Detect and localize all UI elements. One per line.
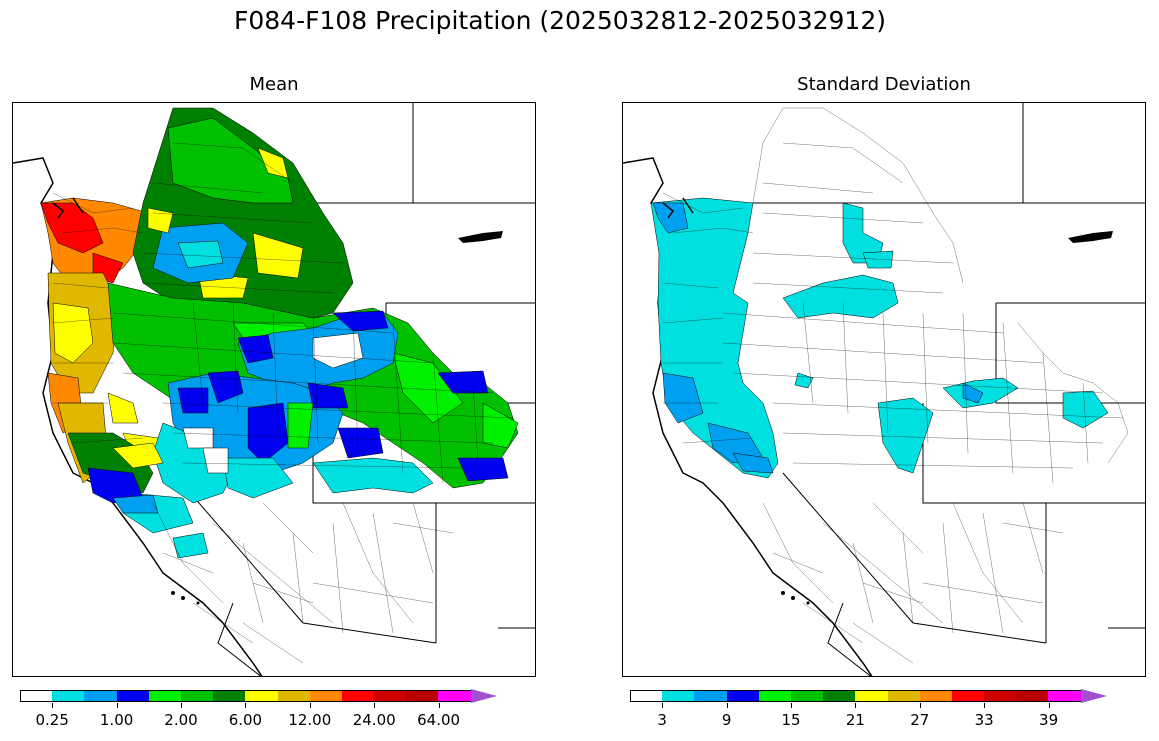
colorbar-tick-label: 21 bbox=[845, 711, 865, 729]
colorbar-swatch bbox=[213, 690, 246, 702]
colorbar-tick bbox=[374, 703, 376, 708]
stddev-colorbar bbox=[630, 689, 1107, 703]
colorbar-tick bbox=[245, 703, 247, 708]
colorbar-tick-label: 27 bbox=[910, 711, 930, 729]
colorbar-swatch bbox=[116, 690, 149, 702]
colorbar-swatch bbox=[951, 690, 985, 702]
colorbar-swatch bbox=[694, 690, 727, 702]
mean-map-svg bbox=[13, 103, 535, 676]
colorbar-tick-label: 0.25 bbox=[35, 711, 69, 729]
colorbar-tick bbox=[855, 703, 857, 708]
stddev-map bbox=[622, 102, 1146, 677]
colorbar-tick bbox=[1048, 703, 1050, 708]
colorbar-swatch bbox=[1048, 690, 1081, 702]
colorbar-tick bbox=[662, 703, 664, 708]
colorbar-extend-arrow bbox=[1080, 689, 1107, 703]
panel-title-mean: Mean bbox=[249, 74, 299, 95]
colorbar-tick bbox=[181, 703, 182, 708]
colorbar-tick-label: 12.00 bbox=[288, 711, 332, 729]
colorbar-swatch bbox=[919, 690, 952, 702]
colorbar-tick-label: 9 bbox=[721, 711, 732, 729]
colorbar-tick-label: 3 bbox=[657, 711, 667, 729]
colorbar-swatch bbox=[52, 690, 85, 702]
colorbar-tick-label: 24.00 bbox=[352, 711, 396, 729]
colorbar-tick-label: 6.00 bbox=[228, 711, 263, 729]
colorbar-swatch bbox=[406, 690, 439, 702]
colorbar-swatch bbox=[374, 690, 407, 702]
colorbar-tick-label: 1.00 bbox=[99, 711, 134, 729]
colorbar-swatch bbox=[180, 690, 214, 702]
colorbar-tick-label: 33 bbox=[974, 711, 994, 729]
colorbar-tick bbox=[309, 703, 311, 708]
colorbar-tick bbox=[116, 703, 118, 708]
panel-title-stddev: Standard Deviation bbox=[797, 74, 971, 95]
stddev-map-svg bbox=[623, 103, 1145, 676]
colorbar-swatch bbox=[758, 690, 791, 702]
colorbar-swatch bbox=[438, 690, 471, 702]
colorbar-tick-label: 64.00 bbox=[417, 711, 461, 729]
colorbar-swatch bbox=[1016, 690, 1049, 702]
colorbar-tick bbox=[52, 703, 54, 708]
colorbar-swatch bbox=[309, 690, 342, 702]
colorbar-swatch bbox=[887, 690, 920, 702]
colorbar-tick-label: 15 bbox=[781, 711, 801, 729]
colorbar-swatch bbox=[148, 690, 181, 702]
colorbar-tick bbox=[984, 703, 986, 708]
colorbar-swatch bbox=[855, 690, 888, 702]
colorbar-swatch bbox=[341, 690, 375, 702]
colorbar-swatch bbox=[245, 690, 278, 702]
mean-colorbar bbox=[20, 689, 497, 703]
colorbar-swatch bbox=[790, 690, 824, 702]
mean-map bbox=[12, 102, 536, 677]
colorbar-tick bbox=[438, 703, 440, 708]
colorbar-extend-arrow bbox=[470, 689, 497, 703]
colorbar-swatch bbox=[726, 690, 759, 702]
colorbar-tick bbox=[919, 703, 921, 708]
colorbar-tick bbox=[791, 703, 792, 708]
colorbar-swatch bbox=[662, 690, 695, 702]
colorbar-tick-label: 2.00 bbox=[164, 711, 198, 729]
colorbar-swatch bbox=[630, 690, 663, 702]
colorbar-tick-label: 39 bbox=[1039, 711, 1059, 729]
colorbar-swatch bbox=[277, 690, 310, 702]
colorbar-tick bbox=[726, 703, 728, 708]
figure-title: F084-F108 Precipitation (2025032812-2025… bbox=[233, 6, 886, 35]
colorbar-swatch bbox=[823, 690, 856, 702]
colorbar-swatch bbox=[84, 690, 117, 702]
colorbar-swatch bbox=[984, 690, 1017, 702]
colorbar-swatch bbox=[20, 690, 53, 702]
